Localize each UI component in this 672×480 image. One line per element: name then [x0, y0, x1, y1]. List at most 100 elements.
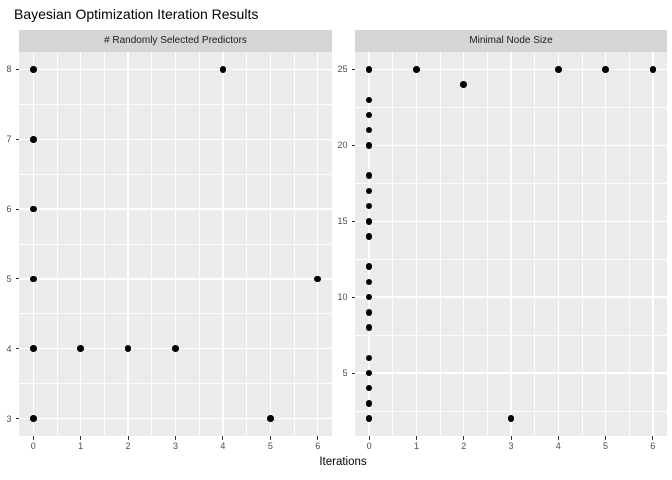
x-axis-tick-label: 6	[315, 441, 321, 451]
gridline-major-h	[19, 417, 332, 420]
x-axis-tick-label: 0	[30, 441, 36, 451]
x-axis-tick-label: 2	[125, 441, 131, 451]
x-axis-tick-label: 6	[650, 441, 656, 451]
gridline-minor-v	[487, 52, 488, 436]
x-axis-tick-mark	[269, 436, 271, 440]
x-axis-tick-label: 4	[555, 441, 561, 451]
data-point	[77, 345, 84, 353]
gridline-major-v	[463, 52, 465, 436]
data-point	[365, 309, 373, 316]
gridline-major-v	[269, 52, 272, 436]
y-axis-tick-mark	[15, 208, 19, 210]
gridline-major-h	[19, 278, 332, 280]
data-point	[29, 205, 37, 213]
y-axis-tick-label: 10	[337, 292, 348, 303]
x-axis-tick-mark	[222, 436, 224, 440]
x-axis-tick-mark	[80, 436, 82, 440]
gridline-minor-v	[439, 52, 441, 436]
y-axis-tick-mark	[351, 220, 355, 222]
y-axis-tick-mark	[351, 68, 355, 70]
gridline-major-v	[317, 52, 319, 436]
data-point	[267, 415, 274, 422]
data-point	[365, 217, 373, 225]
data-point	[507, 415, 515, 422]
facet-strip-minimal-node-size: Minimal Node Size	[355, 30, 667, 52]
y-axis-tick-mark	[15, 138, 19, 140]
data-point	[29, 275, 37, 283]
y-axis-tick-mark	[15, 68, 19, 70]
y-axis-tick-label: 6	[6, 204, 12, 215]
data-point	[365, 384, 373, 392]
data-point	[365, 263, 373, 271]
y-axis-tick-label: 20	[337, 140, 348, 151]
x-axis-tick-label: 1	[413, 441, 419, 451]
gridline-major-h	[355, 220, 667, 222]
gridline-major-h	[355, 68, 667, 71]
gridline-minor-v	[392, 52, 394, 436]
y-axis-tick-mark	[15, 418, 19, 420]
x-axis-tick-label: 1	[78, 441, 84, 451]
gridline-minor-v	[581, 52, 583, 436]
gridline-minor-v	[628, 52, 630, 436]
x-axis-tick-label: 2	[461, 441, 467, 451]
x-axis-tick-mark	[415, 436, 417, 440]
gridline-minor-v	[534, 52, 535, 436]
data-point	[365, 324, 373, 331]
data-point	[365, 415, 373, 422]
gridline-major-h	[19, 138, 332, 140]
gridline-major-v	[557, 52, 559, 436]
y-axis-tick-mark	[15, 348, 19, 350]
data-point	[29, 345, 37, 353]
y-axis-tick-label: 25	[337, 64, 348, 75]
y-axis-tick-label: 3	[6, 413, 12, 424]
x-axis-title: Iterations	[319, 456, 367, 468]
data-point	[554, 66, 562, 73]
data-point	[29, 415, 37, 422]
x-axis-tick-label: 5	[267, 441, 273, 451]
data-point	[460, 81, 468, 88]
y-axis-tick-label: 5	[342, 368, 348, 378]
gridline-major-v	[652, 52, 654, 436]
gridline-major-h	[355, 144, 667, 147]
y-axis-tick-mark	[351, 144, 355, 146]
x-axis-tick-mark	[368, 436, 370, 440]
x-axis-tick-mark	[463, 436, 465, 440]
data-point	[29, 66, 37, 73]
x-axis-tick-mark	[652, 436, 654, 440]
gridline-major-v	[32, 52, 34, 436]
x-axis-tick-label: 5	[603, 441, 609, 451]
x-axis-tick-mark	[127, 436, 129, 440]
x-axis-tick-mark	[317, 436, 319, 440]
y-axis-tick-label: 7	[6, 134, 12, 145]
gridline-major-v	[174, 52, 177, 436]
y-axis-tick-mark	[351, 372, 355, 374]
data-point	[29, 135, 37, 143]
data-point	[365, 293, 373, 301]
gridline-major-v	[79, 52, 82, 436]
gridline-major-v	[127, 52, 129, 436]
data-point	[602, 66, 609, 73]
gridline-major-h	[355, 296, 667, 298]
data-point	[172, 345, 179, 353]
y-axis-tick-mark	[15, 278, 19, 280]
y-axis-tick-label: 4	[6, 343, 12, 354]
gridline-major-h	[19, 68, 332, 71]
data-point	[413, 66, 420, 73]
gridline-major-v	[222, 52, 224, 436]
data-point	[365, 66, 373, 73]
data-point	[365, 369, 373, 377]
gridline-major-v	[510, 52, 512, 436]
data-point	[365, 400, 373, 407]
plot-title: Bayesian Optimization Iteration Results	[14, 6, 259, 22]
x-axis-tick-label: 3	[508, 441, 514, 451]
x-axis-tick-mark	[605, 436, 607, 440]
x-axis-tick-mark	[175, 436, 176, 440]
gridline-major-h	[355, 372, 667, 374]
x-axis-tick-mark	[32, 436, 34, 440]
data-point	[365, 202, 373, 210]
y-axis-tick-mark	[351, 296, 355, 298]
data-point	[365, 233, 373, 240]
data-point	[219, 66, 227, 73]
data-point	[365, 126, 373, 134]
